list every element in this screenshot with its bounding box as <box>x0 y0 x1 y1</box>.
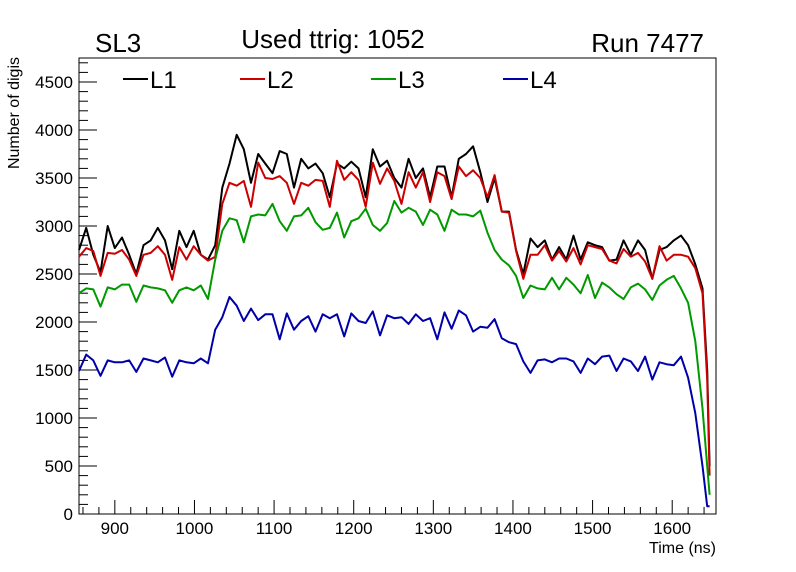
x-tick-label: 1600 <box>653 519 691 538</box>
x-tick-label: 1000 <box>176 519 214 538</box>
plot-area: 0 500 1000 1500 2000 2500 3000 3500 4000 4500 900 1… <box>35 57 717 538</box>
legend-label-l2: L2 <box>267 67 294 94</box>
y-tick-label: 500 <box>45 457 73 476</box>
chart-title: Used ttrig: 1052 <box>241 24 425 54</box>
y-tick-label: 4500 <box>35 73 73 92</box>
y-tick-label: 1500 <box>35 361 73 380</box>
series-line-l4 <box>78 296 710 508</box>
x-tick-label: 1500 <box>574 519 612 538</box>
y-tick-label: 4000 <box>35 121 73 140</box>
y-tick-label: 0 <box>64 505 73 524</box>
plot-frame <box>78 57 717 515</box>
series-line-l3 <box>78 200 711 495</box>
legend-label-l4: L4 <box>530 67 557 94</box>
series-line-l2 <box>78 159 711 476</box>
panel-label: SL3 <box>95 28 141 58</box>
x-tick-label: 1400 <box>494 519 532 538</box>
y-tick-label: 3000 <box>35 217 73 236</box>
legend: L1 L2 L3 L4 <box>123 67 557 94</box>
x-tick-label: 1100 <box>256 519 293 538</box>
y-tick-label: 2500 <box>35 265 73 284</box>
y-tick-label: 1000 <box>35 409 73 428</box>
x-tick-label: 1200 <box>335 519 373 538</box>
x-tick-label: 1300 <box>414 519 452 538</box>
y-axis-label: Number of digis <box>6 57 23 169</box>
legend-label-l3: L3 <box>398 67 425 94</box>
y-tick-label: 2000 <box>35 313 73 332</box>
legend-label-l1: L1 <box>150 67 177 94</box>
y-tick-label: 3500 <box>35 169 73 188</box>
run-label: Run 7477 <box>591 28 704 58</box>
x-axis-label: Time (ns) <box>649 540 716 557</box>
x-tick-label: 900 <box>101 519 129 538</box>
